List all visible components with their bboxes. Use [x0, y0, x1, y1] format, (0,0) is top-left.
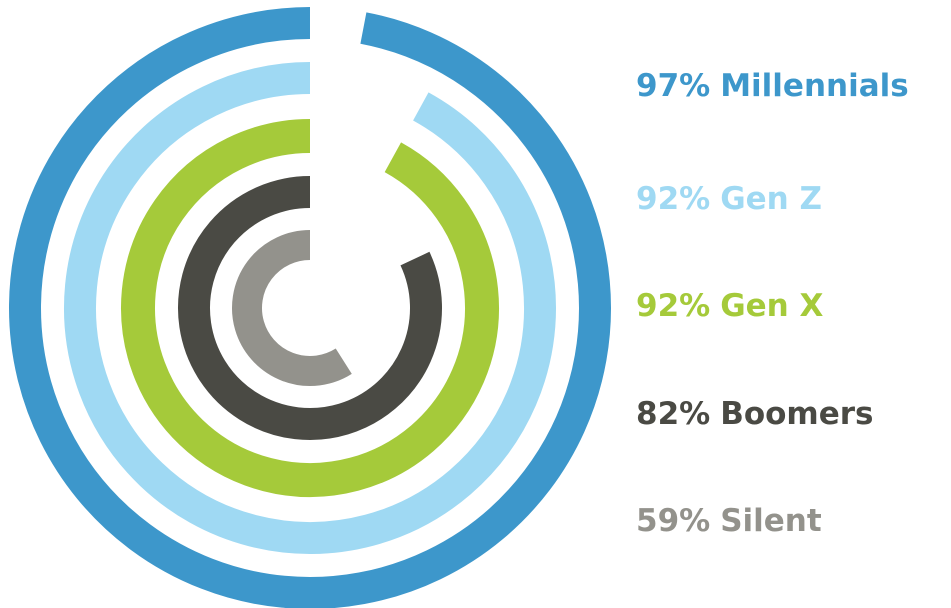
legend-label: 82% Boomers [636, 396, 874, 432]
value-label: 82% [636, 396, 710, 432]
category-label: Millennials [720, 68, 909, 104]
ring-bar [64, 62, 556, 554]
category-label: Boomers [720, 396, 873, 432]
ring-bar [232, 230, 352, 386]
legend-label: 59% Silent [636, 503, 822, 539]
value-label: 92% [636, 181, 710, 217]
legend-label: 97% Millennials [636, 68, 909, 104]
ring-bar [121, 119, 499, 497]
legend-label: 92% Gen X [636, 288, 824, 324]
category-label: Silent [720, 503, 822, 539]
value-label: 97% [636, 68, 710, 104]
category-label: Gen Z [720, 181, 822, 217]
category-label: Gen X [720, 288, 823, 324]
value-label: 92% [636, 288, 710, 324]
ring-bar [9, 7, 611, 608]
ring-bar [178, 176, 442, 440]
value-label: 59% [636, 503, 710, 539]
legend-label: 92% Gen Z [636, 181, 822, 217]
